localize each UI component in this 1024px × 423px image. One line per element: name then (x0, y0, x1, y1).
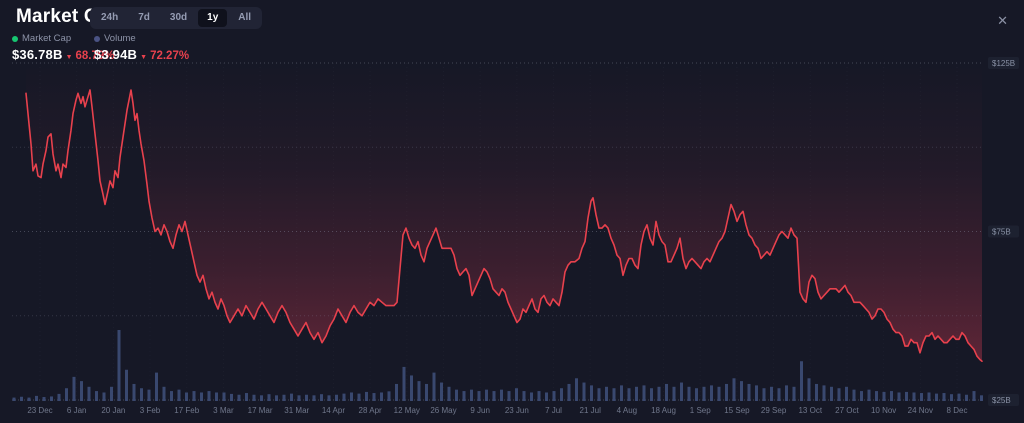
svg-text:4 Aug: 4 Aug (617, 406, 637, 415)
volume-dot-icon (94, 35, 100, 42)
range-button-1y[interactable]: 1y (198, 9, 228, 27)
close-icon[interactable]: ✕ (993, 10, 1012, 31)
svg-text:3 Feb: 3 Feb (140, 406, 161, 415)
range-button-7d[interactable]: 7d (129, 9, 159, 27)
market-cap-legend-label: Market Cap (22, 33, 72, 44)
market-cap-line (25, 89, 983, 362)
volume-stat: Volume $3.94B ▼ 72.27% (94, 33, 189, 62)
svg-text:8 Dec: 8 Dec (947, 406, 968, 415)
svg-text:20 Jan: 20 Jan (101, 406, 125, 415)
volume-change: 72.27% (150, 50, 190, 62)
svg-text:3 Mar: 3 Mar (213, 406, 234, 415)
market-cap-value: $36.78B (12, 47, 63, 62)
svg-text:31 Mar: 31 Mar (284, 406, 309, 415)
svg-text:1 Sep: 1 Sep (690, 406, 711, 415)
market-cap-area (26, 90, 982, 412)
svg-text:27 Oct: 27 Oct (835, 406, 859, 415)
svg-text:10 Nov: 10 Nov (871, 406, 896, 415)
svg-text:21 Jul: 21 Jul (580, 406, 602, 415)
svg-text:29 Sep: 29 Sep (761, 406, 787, 415)
x-axis-labels: 23 Dec 6 Jan 20 Jan 3 Feb 17 Feb 3 Mar 17 Mar 3… (27, 406, 967, 415)
svg-text:17 Feb: 17 Feb (174, 406, 199, 415)
svg-text:$125B: $125B (992, 59, 1015, 68)
svg-text:14 Apr: 14 Apr (322, 406, 345, 415)
svg-text:15 Sep: 15 Sep (724, 406, 750, 415)
svg-text:9 Jun: 9 Jun (470, 406, 490, 415)
svg-text:18 Aug: 18 Aug (651, 406, 676, 415)
volume-value: $3.94B (94, 47, 138, 62)
range-button-30d[interactable]: 30d (161, 9, 196, 27)
svg-text:23 Jun: 23 Jun (505, 406, 529, 415)
market-cap-change: 68.79% (75, 50, 115, 62)
svg-text:13 Oct: 13 Oct (798, 406, 822, 415)
svg-text:12 May: 12 May (394, 406, 420, 415)
svg-text:7 Jul: 7 Jul (545, 406, 562, 415)
svg-text:23 Dec: 23 Dec (27, 406, 52, 415)
market-cap-dot-icon (12, 35, 18, 42)
y-axis-labels: $125B $75B $25B (988, 57, 1019, 406)
market-cap-legend[interactable]: Market Cap (12, 33, 115, 44)
range-button-24h[interactable]: 24h (92, 9, 127, 27)
svg-text:28 Apr: 28 Apr (359, 406, 382, 415)
range-button-all[interactable]: All (229, 9, 260, 27)
svg-text:17 Mar: 17 Mar (248, 406, 273, 415)
down-arrow-icon: ▼ (140, 54, 148, 61)
svg-text:24 Nov: 24 Nov (908, 406, 933, 415)
volume-legend[interactable]: Volume (94, 33, 189, 44)
svg-text:$25B: $25B (992, 396, 1011, 405)
gridlines (12, 62, 984, 401)
market-cap-stat: Market Cap $36.78B ▼ 68.79% (12, 33, 115, 62)
svg-text:$75B: $75B (992, 228, 1011, 237)
volume-bars (12, 330, 983, 401)
svg-text:6 Jan: 6 Jan (67, 406, 87, 415)
time-range-selector: 24h 7d 30d 1y All (90, 7, 263, 29)
svg-text:26 May: 26 May (430, 406, 456, 415)
volume-legend-label: Volume (104, 33, 136, 44)
down-arrow-icon: ▼ (65, 54, 73, 61)
